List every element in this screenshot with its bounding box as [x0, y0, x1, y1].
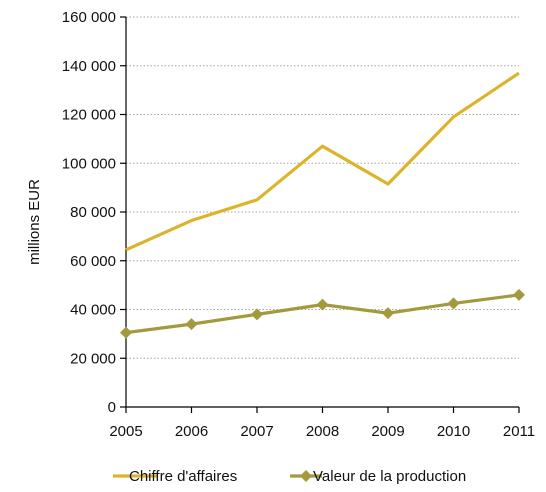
series-line — [125, 71, 520, 252]
x-tick-label: 2008 — [306, 423, 339, 440]
data-point — [185, 318, 198, 331]
series — [120, 71, 525, 339]
x-tick-label: 2005 — [109, 423, 142, 440]
legend-item: Chiffre d'affaires — [113, 468, 237, 485]
data-point — [120, 326, 132, 339]
x-tick-label: 2010 — [437, 423, 470, 440]
y-tick-label: 20 000 — [70, 350, 116, 367]
data-point — [447, 297, 460, 310]
x-tick-label: 2011 — [503, 423, 535, 440]
data-point — [513, 288, 525, 301]
y-tick-label: 60 000 — [70, 253, 116, 270]
y-tick-label: 100 000 — [62, 155, 116, 172]
legend-label: Valeur de la production — [313, 468, 466, 485]
y-tick-label: 120 000 — [62, 107, 116, 124]
legend-label: Chiffre d'affaires — [129, 468, 237, 485]
y-tick-label: 140 000 — [62, 58, 116, 75]
legend: Chiffre d'affaires Valeur de la productio… — [113, 468, 466, 485]
legend-item: Valeur de la production — [290, 468, 466, 485]
y-tick-label: 0 — [108, 399, 116, 416]
x-tick-labels: 2005 2006 2007 2008 2009 2010 2011 — [109, 407, 535, 440]
legend-marker — [300, 470, 312, 482]
y-tick-label: 80 000 — [70, 204, 116, 221]
data-point — [251, 308, 263, 321]
x-tick-label: 2006 — [175, 423, 208, 440]
series-1 — [125, 71, 520, 252]
y-tick-label: 40 000 — [70, 302, 116, 319]
series-2 — [120, 288, 525, 339]
data-point — [382, 307, 394, 320]
y-tick-label: 160 000 — [62, 9, 116, 26]
y-axis-title: millions EUR — [26, 179, 43, 265]
data-point — [316, 298, 329, 311]
y-tick-labels: 0 20 000 40 000 60 000 80 000 100 000 120 000 1… — [62, 9, 126, 416]
x-tick-label: 2007 — [240, 423, 273, 440]
x-tick-label: 2009 — [371, 423, 404, 440]
